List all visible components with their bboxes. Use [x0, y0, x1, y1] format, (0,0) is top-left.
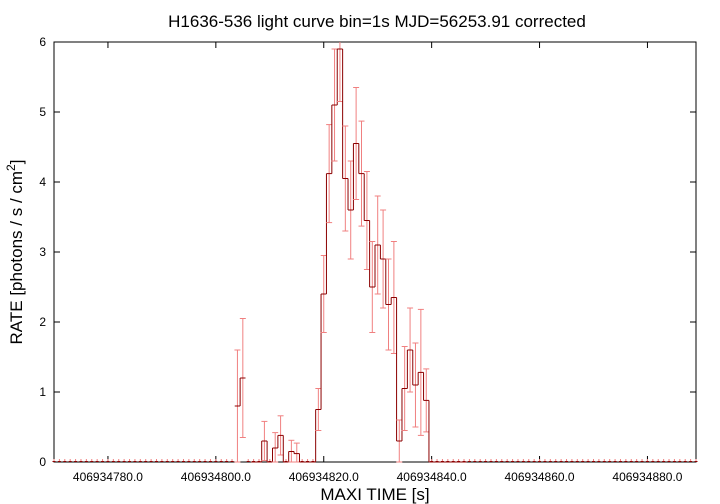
x-tick-label: 406934820.0 — [289, 470, 359, 484]
x-tick-label: 406934860.0 — [505, 470, 575, 484]
chart-title: H1636-536 light curve bin=1s MJD=56253.9… — [168, 12, 586, 31]
y-axis-label-superscript: 2 — [4, 164, 18, 171]
y-axis-label-suffix: ] — [7, 160, 26, 165]
y-tick-label: 2 — [39, 315, 46, 329]
axis-ticks: 406934780.0 406934800.0 406934820.0 4069348… — [39, 35, 696, 484]
y-tick-label: 3 — [39, 245, 46, 259]
x-tick-label: 406934840.0 — [397, 470, 467, 484]
x-axis-label: MAXI TIME [s] — [320, 485, 429, 504]
data-layer — [52, 42, 698, 463]
y-tick-label: 0 — [39, 455, 46, 469]
x-tick-label: 406934800.0 — [181, 470, 251, 484]
x-tick-label: 406934780.0 — [73, 470, 143, 484]
y-tick-label: 1 — [39, 385, 46, 399]
y-tick-label: 5 — [39, 105, 46, 119]
y-tick-label: 4 — [39, 175, 46, 189]
x-tick-label: 406934880.0 — [612, 470, 682, 484]
y-tick-label: 6 — [39, 35, 46, 49]
y-axis-label: RATE [photons / s / cm2] — [4, 160, 26, 345]
